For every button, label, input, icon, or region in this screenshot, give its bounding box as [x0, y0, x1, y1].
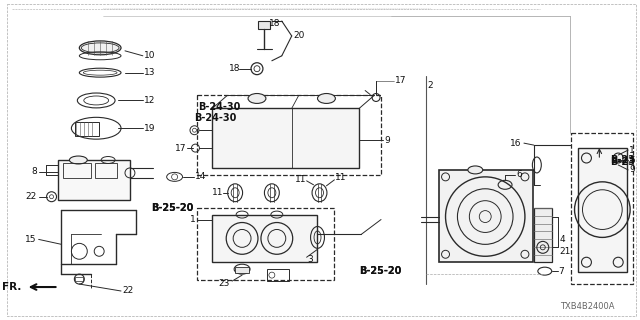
Bar — [267, 269, 289, 281]
Text: 20: 20 — [294, 31, 305, 40]
Text: 12: 12 — [144, 96, 156, 105]
Text: 13: 13 — [144, 68, 156, 77]
Bar — [58, 160, 130, 200]
Bar — [577, 148, 627, 272]
Text: FR.: FR. — [3, 282, 22, 292]
Text: 22: 22 — [122, 286, 133, 295]
Bar — [63, 163, 92, 178]
Text: B-25-20: B-25-20 — [359, 266, 401, 276]
Bar — [438, 170, 533, 262]
Text: 22: 22 — [26, 192, 36, 201]
Bar — [235, 267, 249, 273]
Text: 19: 19 — [144, 124, 156, 133]
Text: 11: 11 — [335, 173, 347, 182]
Text: 9: 9 — [384, 136, 390, 145]
Text: B-24-30: B-24-30 — [195, 113, 237, 123]
Text: 15: 15 — [25, 235, 36, 244]
Text: 10: 10 — [144, 51, 156, 60]
Text: 17: 17 — [175, 144, 186, 153]
Bar — [76, 122, 99, 136]
Ellipse shape — [69, 156, 87, 164]
Text: B-23: B-23 — [611, 155, 635, 165]
Bar — [258, 21, 270, 29]
Text: 5: 5 — [629, 156, 635, 164]
Text: 11: 11 — [212, 188, 223, 197]
Text: TXB4B2400A: TXB4B2400A — [559, 302, 614, 311]
Text: 6: 6 — [516, 170, 522, 180]
Text: 1: 1 — [629, 146, 635, 155]
Text: 18: 18 — [228, 64, 240, 73]
Bar — [534, 208, 552, 262]
Text: 14: 14 — [195, 172, 207, 181]
Text: 1: 1 — [189, 215, 195, 224]
Ellipse shape — [248, 93, 266, 103]
Text: 8: 8 — [31, 167, 36, 176]
Text: B-25-20: B-25-20 — [151, 203, 193, 212]
Ellipse shape — [79, 41, 121, 55]
Text: B-24-30: B-24-30 — [198, 102, 241, 112]
Bar — [197, 95, 381, 175]
Ellipse shape — [317, 93, 335, 103]
Text: 7: 7 — [559, 267, 564, 276]
Text: 3: 3 — [308, 255, 314, 264]
Text: B-23: B-23 — [611, 157, 635, 167]
Text: 17: 17 — [395, 76, 406, 85]
Text: 21: 21 — [559, 247, 571, 256]
Bar — [76, 277, 83, 281]
Text: 23: 23 — [219, 278, 230, 288]
Bar — [197, 208, 334, 280]
Bar — [212, 215, 317, 262]
Text: 2: 2 — [428, 81, 433, 90]
Text: 11: 11 — [295, 175, 307, 184]
Text: 16: 16 — [511, 139, 522, 148]
Bar — [95, 163, 117, 178]
Text: B-25-20: B-25-20 — [151, 203, 193, 212]
Text: B-25-20: B-25-20 — [359, 266, 401, 276]
Text: 9: 9 — [629, 165, 635, 174]
Bar — [571, 133, 633, 284]
Text: 4: 4 — [559, 235, 565, 244]
Text: 18: 18 — [269, 19, 280, 28]
Ellipse shape — [468, 166, 483, 174]
Bar — [212, 108, 359, 168]
